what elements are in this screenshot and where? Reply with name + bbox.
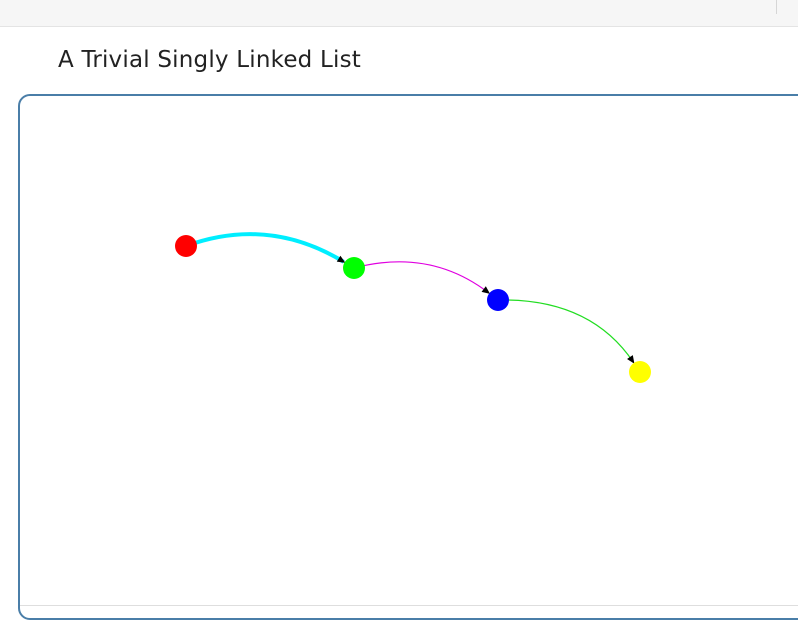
top-toolbar xyxy=(0,0,798,27)
page-title: A Trivial Singly Linked List xyxy=(58,47,361,73)
list-node-3[interactable] xyxy=(487,289,509,311)
graph-canvas[interactable] xyxy=(18,94,798,620)
edges-layer xyxy=(185,232,635,364)
edge-arrowhead-3 xyxy=(627,355,635,364)
list-node-1[interactable] xyxy=(175,235,197,257)
canvas-bottom-rule xyxy=(20,605,798,606)
edge-2 xyxy=(353,261,489,294)
list-node-2[interactable] xyxy=(343,257,365,279)
list-node-4[interactable] xyxy=(629,361,651,383)
edge-arrowhead-1 xyxy=(336,255,346,263)
edge-arrowhead-2 xyxy=(481,286,491,294)
nodes-layer xyxy=(175,235,651,383)
edge-1 xyxy=(185,232,345,264)
edge-3 xyxy=(497,299,634,363)
toolbar-divider xyxy=(776,0,777,14)
